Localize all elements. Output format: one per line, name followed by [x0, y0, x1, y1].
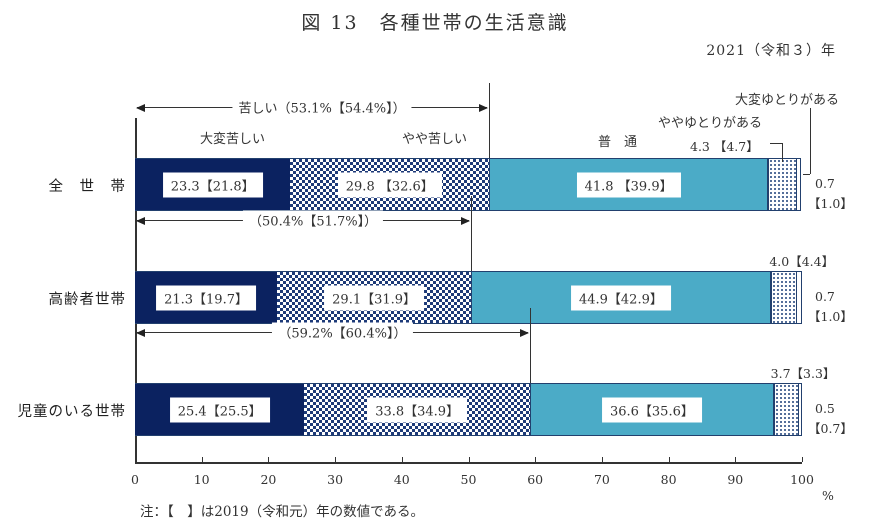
arrow-left-icon: [136, 216, 145, 225]
data-label: 41.8 【39.9】: [576, 172, 681, 197]
legend-very-hard: 大変苦しい: [200, 132, 266, 147]
category-label: 児童のいる世帯: [17, 403, 126, 420]
kurushii-divider: [471, 196, 473, 271]
label-somewhat-comfortable: 4.0【4.4】: [769, 254, 835, 269]
x-tick: [735, 457, 737, 462]
arrow-right-icon: [461, 216, 471, 225]
x-axis-unit: %: [822, 488, 834, 503]
x-tick: [468, 457, 470, 462]
callout-line: [782, 143, 783, 162]
x-tick: [668, 457, 670, 462]
label-very-comfortable: 0.7: [815, 176, 835, 191]
arrow-left-icon: [136, 328, 145, 337]
callout-line: [770, 143, 782, 144]
chart-note: 注：【 】は2019（令和元）年の数値である。: [140, 504, 424, 520]
kurushii-total-label: （59.2%【60.4%】）: [272, 322, 413, 342]
x-tick-label: 70: [593, 472, 610, 487]
arrow-right-icon: [479, 103, 489, 112]
bar-segment-very-comfortable: [797, 271, 802, 324]
data-label: 23.3【21.8】: [162, 172, 263, 197]
x-axis-line: [135, 462, 802, 464]
kurushii-divider: [489, 83, 491, 158]
bar-segment-very-comfortable: [796, 158, 802, 211]
x-tick-label: 20: [260, 472, 277, 487]
x-tick-label: 100: [790, 472, 814, 487]
data-label: 36.6【35.6】: [601, 397, 702, 422]
legend-very-comfortable: 大変ゆとりがある: [735, 93, 840, 108]
label-very-comfortable: 0.7: [815, 289, 835, 304]
category-label: 全 世 帯: [48, 178, 126, 195]
kurushii-divider: [529, 308, 531, 383]
label-very-comfortable-2019: 【1.0】: [808, 196, 853, 211]
data-label: 29.1【31.9】: [324, 285, 425, 310]
data-label: 44.9【42.9】: [570, 285, 671, 310]
bar-segment-very-comfortable: [798, 383, 802, 436]
kurushii-total-label: 苦しい（53.1%【54.4%】）: [232, 97, 412, 117]
x-tick: [268, 457, 270, 462]
arrow-right-icon: [519, 328, 529, 337]
legend-somewhat-comfortable: ややゆとりがある: [658, 116, 763, 131]
x-tick-label: 60: [527, 472, 544, 487]
x-tick: [135, 457, 136, 462]
legend-normal: 普 通: [598, 135, 638, 150]
data-label: 29.8 【32.6】: [337, 172, 442, 197]
data-label: 25.4【25.5】: [169, 397, 270, 422]
callout-line: [810, 108, 811, 174]
x-tick: [601, 457, 603, 462]
label-very-comfortable: 0.5: [815, 401, 835, 416]
data-label: 21.3【19.7】: [156, 285, 256, 310]
arrow-left-icon: [136, 103, 145, 112]
x-tick-label: 0: [131, 472, 139, 487]
legend-somewhat-hard: やや苦しい: [402, 132, 468, 147]
x-tick: [335, 457, 337, 462]
x-tick: [401, 457, 403, 462]
callout-line: [803, 174, 810, 175]
x-tick-label: 90: [727, 472, 744, 487]
x-tick-label: 40: [393, 472, 410, 487]
x-tick: [802, 457, 803, 462]
x-tick-label: 30: [327, 472, 344, 487]
bar-segment-somewhat-comfortable: [770, 271, 798, 324]
category-label: 高齢者世帯: [48, 291, 126, 308]
data-label: 33.8【34.9】: [367, 397, 468, 422]
x-tick: [535, 457, 537, 462]
x-tick-label: 10: [193, 472, 210, 487]
label-somewhat-comfortable: 3.7【3.3】: [770, 366, 836, 381]
bar-segment-somewhat-comfortable: [767, 158, 797, 211]
chart-year: 2021（令和３）年: [706, 43, 836, 59]
label-very-comfortable-2019: 【0.7】: [808, 421, 853, 436]
bar-segment-somewhat-comfortable: [773, 383, 799, 436]
label-somewhat-comfortable: 4.3 【4.7】: [690, 139, 759, 154]
label-very-comfortable-2019: 【1.0】: [808, 309, 853, 324]
x-tick: [201, 457, 203, 462]
chart-title: 図 13 各種世帯の生活意識: [301, 12, 569, 34]
bar-segment-somewhat-hard: [290, 158, 490, 211]
x-tick-label: 80: [660, 472, 677, 487]
kurushii-total-label: （50.4%【51.7%】）: [243, 210, 384, 230]
x-tick-label: 50: [460, 472, 477, 487]
